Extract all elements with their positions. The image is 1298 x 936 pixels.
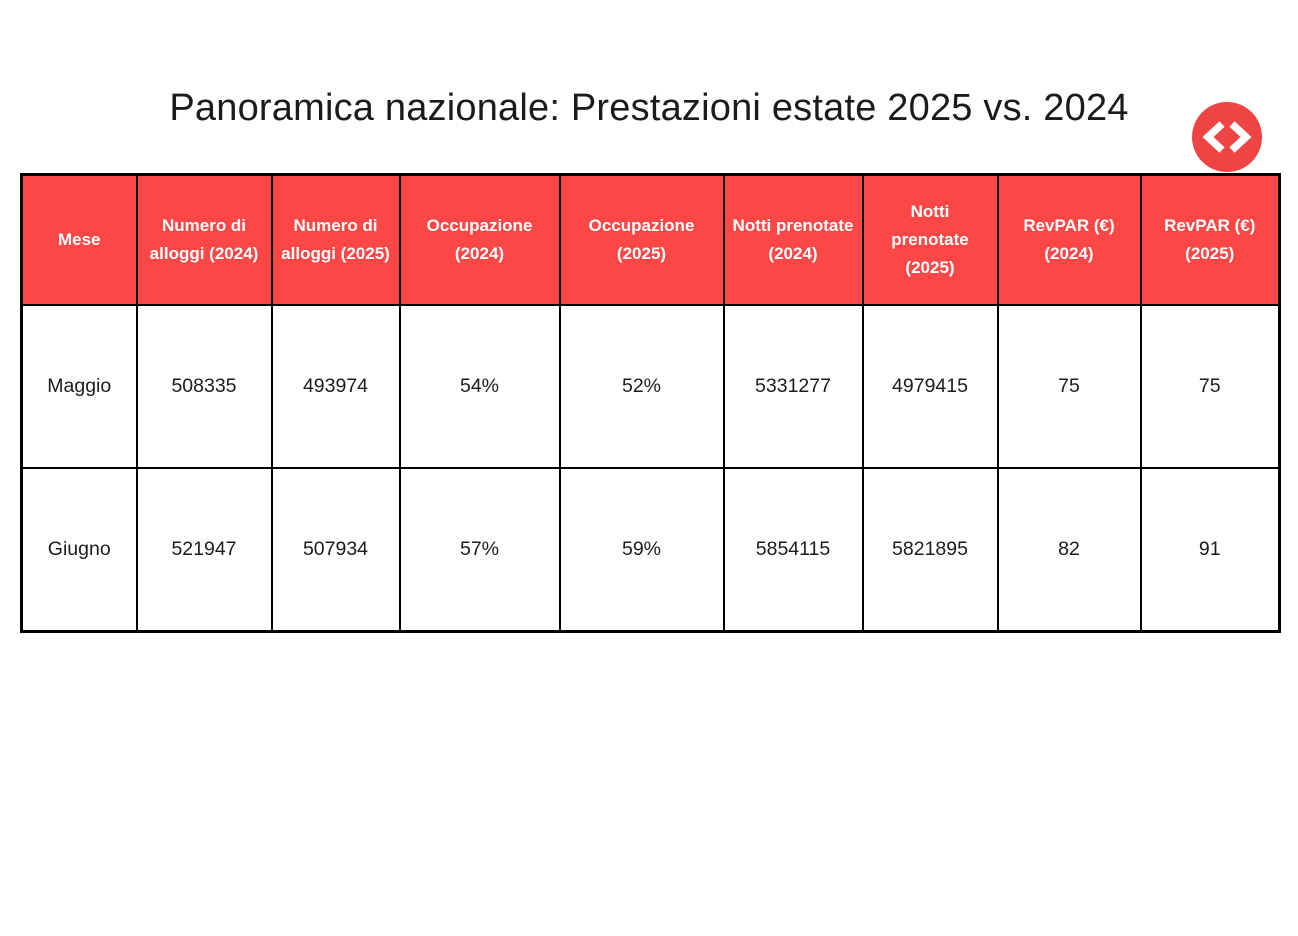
performance-table: Mese Numero di alloggi (2024) Numero di … <box>20 172 1281 633</box>
code-brackets-icon <box>1202 121 1252 153</box>
cell-month: Maggio <box>20 303 138 469</box>
column-header-notti-2024: Notti prenotate (2024) <box>722 173 864 306</box>
table-cell: 493974 <box>270 303 401 469</box>
column-header-revpar-2024: RevPAR (€) (2024) <box>996 173 1142 306</box>
table-cell: 59% <box>558 466 725 633</box>
table-header-row: Mese Numero di alloggi (2024) Numero di … <box>20 173 1281 306</box>
table-cell: 5331277 <box>722 303 864 469</box>
column-header-alloggi-2025: Numero di alloggi (2025) <box>270 173 401 306</box>
table-cell: 5821895 <box>861 466 999 633</box>
table-cell: 54% <box>398 303 561 469</box>
report-page: Panoramica nazionale: Prestazioni estate… <box>0 86 1298 633</box>
column-header-occupazione-2024: Occupazione (2024) <box>398 173 561 306</box>
table-cell: 52% <box>558 303 725 469</box>
table-cell: 521947 <box>135 466 273 633</box>
page-title: Panoramica nazionale: Prestazioni estate… <box>169 87 1129 129</box>
table-cell: 507934 <box>270 466 401 633</box>
table-cell: 4979415 <box>861 303 999 469</box>
column-header-mese: Mese <box>20 173 138 306</box>
table-row-giugno: Giugno 521947 507934 57% 59% 5854115 582… <box>20 466 1281 633</box>
column-header-revpar-2025: RevPAR (€) (2025) <box>1139 173 1281 306</box>
column-header-alloggi-2024: Numero di alloggi (2024) <box>135 173 273 306</box>
cell-month: Giugno <box>20 466 138 633</box>
brand-logo <box>1192 102 1262 172</box>
column-header-occupazione-2025: Occupazione (2025) <box>558 173 725 306</box>
table-row-maggio: Maggio 508335 493974 54% 52% 5331277 497… <box>20 303 1281 469</box>
table-cell: 75 <box>996 303 1142 469</box>
table-cell: 82 <box>996 466 1142 633</box>
table-cell: 75 <box>1139 303 1281 469</box>
table-cell: 508335 <box>135 303 273 469</box>
table-cell: 57% <box>398 466 561 633</box>
column-header-notti-2025: Notti prenotate (2025) <box>861 173 999 306</box>
table-cell: 91 <box>1139 466 1281 633</box>
table-cell: 5854115 <box>722 466 864 633</box>
